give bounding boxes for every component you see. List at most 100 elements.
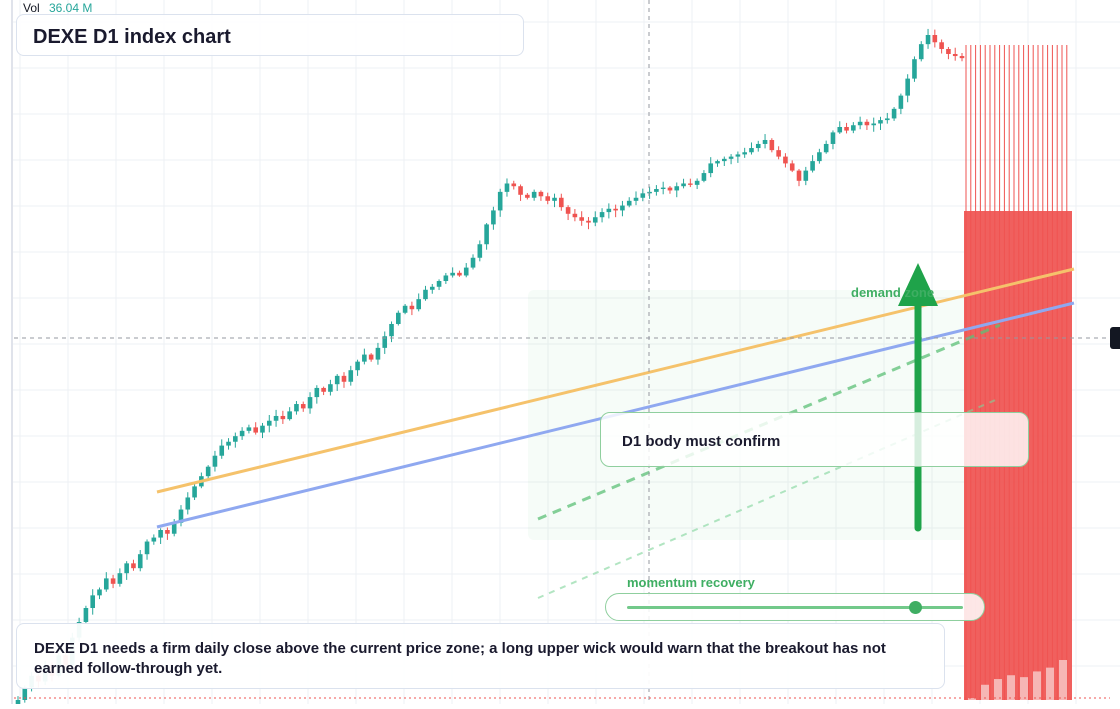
candle-body	[457, 272, 462, 276]
candle	[851, 122, 856, 134]
candle-body	[409, 305, 415, 310]
candle-body	[97, 589, 102, 596]
candle-body	[884, 118, 890, 121]
candle	[429, 283, 435, 294]
candle-body	[694, 180, 700, 185]
candles	[15, 28, 965, 709]
candle	[436, 279, 442, 291]
candle	[165, 527, 170, 540]
candle	[226, 438, 231, 450]
candle-body	[742, 152, 747, 155]
momentum-slider[interactable]	[605, 593, 985, 621]
candle	[762, 134, 768, 149]
candle	[328, 379, 333, 396]
candle	[769, 138, 775, 153]
candle	[823, 140, 829, 154]
candle	[260, 422, 265, 439]
candle-body	[898, 95, 904, 109]
candle	[776, 146, 781, 160]
volume-bar	[1059, 660, 1067, 700]
candle-body	[205, 466, 211, 477]
momentum-slider-track	[627, 606, 963, 609]
candle-body	[280, 415, 286, 420]
candle-body	[144, 541, 150, 555]
candle	[898, 93, 904, 115]
candle-body	[382, 336, 388, 348]
candle	[749, 142, 754, 155]
candle	[586, 217, 591, 230]
candle	[463, 263, 469, 278]
candle	[674, 182, 680, 198]
candle-body	[294, 404, 299, 412]
candle-body	[416, 299, 421, 310]
candle-body	[871, 123, 877, 126]
volume-value: 36.04 M	[49, 1, 93, 15]
candle	[409, 301, 415, 316]
candle	[416, 293, 421, 312]
candle	[789, 160, 795, 173]
candle	[925, 28, 931, 49]
candle	[470, 254, 476, 270]
candle	[592, 211, 598, 227]
candle	[511, 180, 517, 190]
candle	[334, 374, 340, 391]
candle-body	[952, 53, 958, 57]
candle-body	[749, 148, 754, 153]
candle	[477, 240, 483, 262]
crosshair-icon[interactable]	[1110, 327, 1120, 349]
candle	[253, 422, 258, 435]
candle	[246, 424, 252, 434]
candle	[694, 178, 700, 190]
candle-body	[654, 189, 659, 192]
arrow-up-head	[898, 263, 938, 306]
candle	[137, 550, 143, 572]
candle-body	[633, 197, 639, 201]
candle	[796, 168, 802, 187]
candle-body	[844, 126, 849, 131]
candle	[83, 605, 89, 624]
candle-body	[341, 375, 347, 382]
candle	[918, 41, 924, 62]
candle-body	[531, 191, 537, 198]
candle-body	[830, 132, 836, 144]
chart-title-panel: DEXE D1 index chart	[16, 14, 524, 56]
candle	[294, 401, 299, 415]
candle	[817, 148, 822, 164]
candle	[205, 465, 211, 480]
candle-body	[647, 191, 652, 194]
candle	[341, 372, 347, 388]
candle-body	[667, 187, 673, 191]
candle-body	[878, 120, 883, 124]
candle-body	[287, 411, 292, 420]
candle-body	[525, 194, 530, 198]
candle	[117, 568, 123, 587]
candle-body	[178, 509, 184, 523]
candle	[660, 181, 666, 195]
candle-body	[375, 347, 381, 360]
candle	[742, 147, 747, 158]
candle	[946, 46, 951, 60]
candle	[90, 589, 96, 615]
candle-body	[599, 212, 605, 218]
candle-body	[837, 126, 843, 133]
candle-body	[572, 213, 578, 218]
candle	[864, 119, 870, 130]
candle	[884, 112, 890, 124]
candle-body	[334, 375, 340, 385]
candle	[565, 205, 571, 221]
candle-body	[300, 404, 306, 409]
candle-body	[776, 150, 781, 157]
candle-body	[219, 445, 225, 456]
candle-body	[660, 187, 666, 190]
candle	[314, 385, 320, 404]
candle-body	[789, 163, 795, 171]
momentum-slider-knob[interactable]	[909, 601, 923, 614]
candle-body	[810, 161, 815, 171]
candle	[932, 29, 938, 48]
candle-body	[117, 573, 123, 584]
candle	[728, 154, 734, 165]
candle-body	[606, 208, 612, 213]
candle-body	[443, 275, 449, 282]
candle	[654, 185, 659, 196]
